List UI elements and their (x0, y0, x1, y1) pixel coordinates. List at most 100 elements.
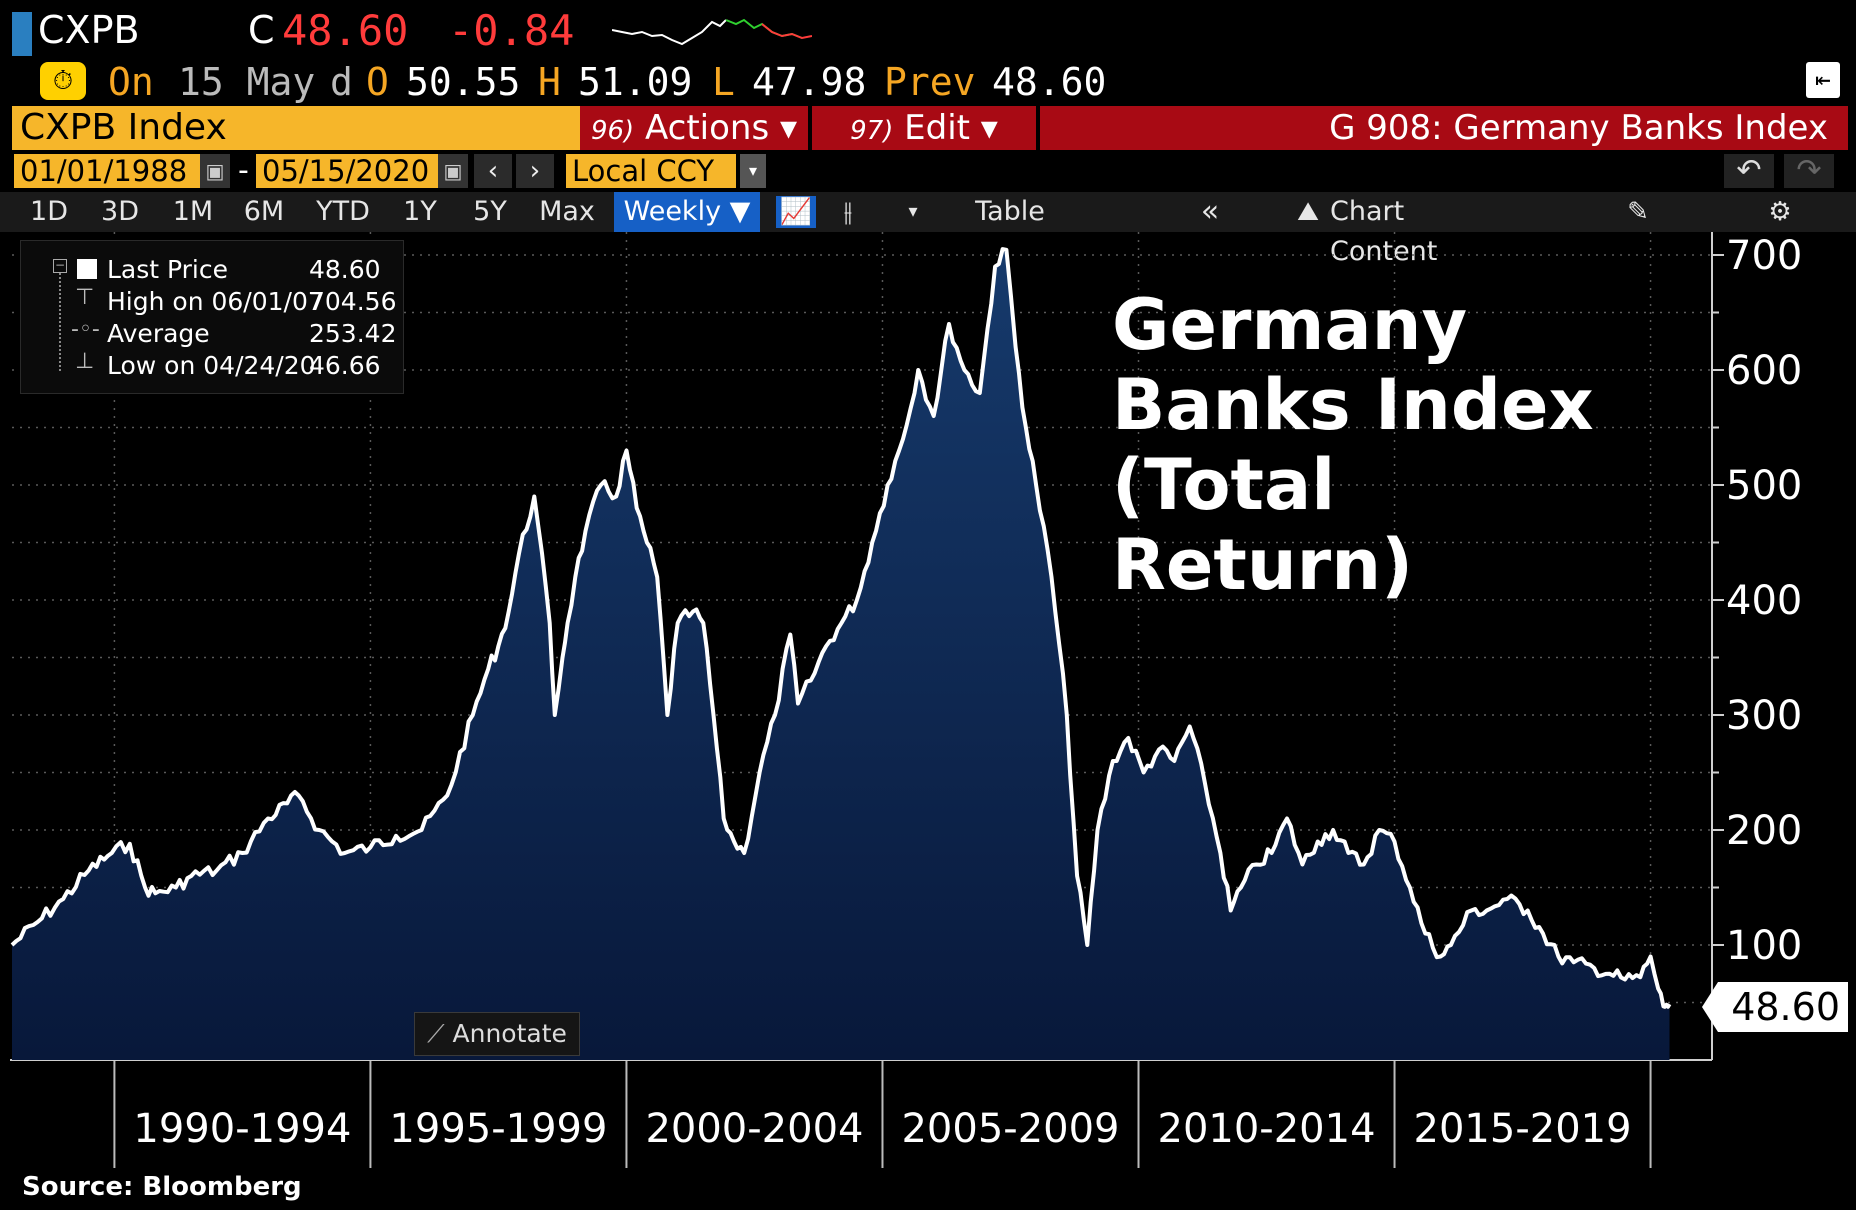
legend-high-value: 704.56 (309, 287, 397, 316)
edit-menu[interactable]: 97) Edit ▾ (812, 106, 1036, 150)
prev-value: 48.60 (992, 60, 1107, 104)
headline-line: Return) (1112, 524, 1414, 606)
y-tick-label: 500 (1726, 463, 1802, 509)
price-chart[interactable]: 1990-1994 1995-1999 2000-2004 2005-2009 2010… (0, 232, 1856, 1182)
start-date-input[interactable]: 01/01/1988 (14, 154, 200, 188)
price-line (10, 247, 1672, 1009)
last-price-tag: 48.60 (1702, 982, 1848, 1032)
period-3d[interactable]: 3D (101, 196, 139, 227)
y-axis: 100 200 300 400 500 600 700 (1711, 232, 1802, 1060)
page-title: G 908: Germany Banks Index (1040, 106, 1848, 150)
redo-icon[interactable]: ↷ (1784, 154, 1834, 188)
x-tick-label: 1990-1994 (133, 1106, 351, 1152)
x-axis-groups: 1990-1994 1995-1999 2000-2004 2005-2009 2010… (10, 1059, 1712, 1168)
legend-high-label: High on 06/01/07 (107, 287, 324, 316)
period-ytd[interactable]: YTD (316, 196, 370, 227)
legend-average-label: Average (107, 319, 210, 348)
chart-content-icon[interactable]: ⛰ (1297, 197, 1319, 227)
chevron-left-icon[interactable]: ‹ (474, 154, 512, 188)
annotate-label: Annotate (452, 1019, 567, 1048)
x-tick-label: 2015-2019 (1414, 1106, 1632, 1152)
actions-label: Actions ▾ (644, 108, 798, 148)
legend-low-value: 46.66 (309, 351, 381, 380)
y-tick-label: 100 (1726, 923, 1802, 969)
pencil-icon: ⟋ (427, 1019, 453, 1048)
legend-average-value: 253.42 (309, 319, 397, 348)
last-price: 48.60 (282, 6, 409, 55)
y-tick-label: 600 (1726, 348, 1802, 394)
average-marker-icon: -◦- (71, 317, 100, 342)
date-dash: - (238, 153, 249, 188)
security-field[interactable]: CXPB Index (12, 106, 580, 150)
chart-toolbar: 1D 3D 1M 6M YTD 1Y 5Y Max Weekly ▼ 📈 ⫲ ▾… (0, 192, 1856, 267)
chart-legend[interactable]: − Last Price 48.60 ⊤ High on 06/01/07 70… (20, 240, 404, 394)
y-tick-label: 300 (1726, 693, 1802, 739)
title-bar: CXPB Index 96) Actions ▾ 97) Edit ▾ G 90… (0, 106, 1856, 150)
source-note: Source: Bloomberg (22, 1172, 302, 1202)
currency-select[interactable]: Local CCY (566, 154, 736, 188)
ohlc-line: ⏱ On 15 May d O 50.55 H 51.09 L 47.98 Pr… (0, 60, 1856, 104)
period-6m[interactable]: 6M (243, 196, 285, 227)
exit-icon[interactable]: ⇤ (1806, 62, 1840, 98)
collapse-icon[interactable]: « (1200, 194, 1220, 229)
quote-date: 15 May (178, 60, 316, 104)
legend-last-price-label: Last Price (107, 255, 229, 284)
chart-content-button[interactable]: Chart Content (1330, 196, 1438, 267)
chart-headline: Germany Banks Index (Total Return) (1112, 285, 1652, 605)
x-tick-label: 1995-1999 (389, 1106, 607, 1152)
clock-icon[interactable]: ⏱ (40, 62, 86, 100)
legend-last-price-value: 48.60 (309, 255, 381, 284)
calendar-icon[interactable]: ▣ (200, 154, 230, 188)
legend-low-label: Low on 04/24/20 (107, 351, 316, 380)
end-date-input[interactable]: 05/15/2020 (256, 154, 438, 188)
last-price-swatch (77, 259, 97, 279)
period-1m[interactable]: 1M (172, 196, 214, 227)
chevron-right-icon[interactable]: › (516, 154, 554, 188)
period-max[interactable]: Max (539, 196, 595, 227)
calendar-icon[interactable]: ▣ (438, 154, 468, 188)
edit-number: 97) (850, 116, 894, 146)
period-1d[interactable]: 1D (30, 196, 68, 227)
sparkline (612, 18, 812, 46)
low-value: 47.98 (752, 60, 867, 104)
open-value: 50.55 (406, 60, 521, 104)
date-range-row: 01/01/1988 ▣ - 05/15/2020 ▣ ‹ › Local CC… (0, 154, 1856, 190)
bar-chart-icon[interactable]: ⫲ (843, 197, 853, 227)
actions-number: 96) (590, 116, 635, 146)
headline-line: Banks Index (1112, 364, 1594, 446)
prev-label: Prev (884, 60, 976, 104)
on-label: On (108, 60, 154, 104)
price-area (12, 249, 1670, 1061)
low-marker-icon: ⊥ (75, 349, 95, 374)
x-tick-label: 2005-2009 (901, 1106, 1119, 1152)
table-button[interactable]: Table (975, 196, 1045, 227)
actions-menu[interactable]: 96) Actions ▾ (580, 106, 808, 150)
x-tick-label: 2000-2004 (645, 1106, 863, 1152)
chevron-down-icon[interactable]: ▾ (908, 201, 918, 222)
y-tick-label: 400 (1726, 578, 1802, 624)
ticker-symbol[interactable]: CXPB (38, 8, 140, 52)
legend-tree (59, 265, 63, 371)
y-tick-label: 700 (1726, 233, 1802, 279)
headline-line: Germany (1112, 284, 1468, 366)
x-tick-label: 2010-2014 (1158, 1106, 1376, 1152)
chevron-down-icon[interactable]: ▾ (740, 154, 766, 188)
annotate-button[interactable]: ⟋ Annotate (414, 1012, 580, 1056)
edit-chart-icon[interactable]: ✎ (1627, 197, 1649, 227)
high-value: 51.09 (578, 60, 693, 104)
open-label: O (366, 60, 389, 104)
gear-icon[interactable]: ⚙ (1768, 197, 1792, 227)
period-1y[interactable]: 1Y (403, 196, 437, 227)
collapse-toggle[interactable]: − (53, 258, 67, 273)
frequency-select[interactable]: Weekly ▼ (614, 192, 760, 232)
period-5y[interactable]: 5Y (473, 196, 507, 227)
line-chart-icon[interactable]: 📈 (776, 196, 816, 228)
undo-icon[interactable]: ↶ (1724, 154, 1774, 188)
edit-label: Edit ▾ (904, 108, 998, 148)
high-label: H (538, 60, 561, 104)
ticker-color-bar (12, 12, 32, 56)
close-flag: C (248, 8, 275, 52)
headline-line: (Total (1112, 444, 1336, 526)
y-tick-label: 200 (1726, 808, 1802, 854)
low-label: L (712, 60, 735, 104)
